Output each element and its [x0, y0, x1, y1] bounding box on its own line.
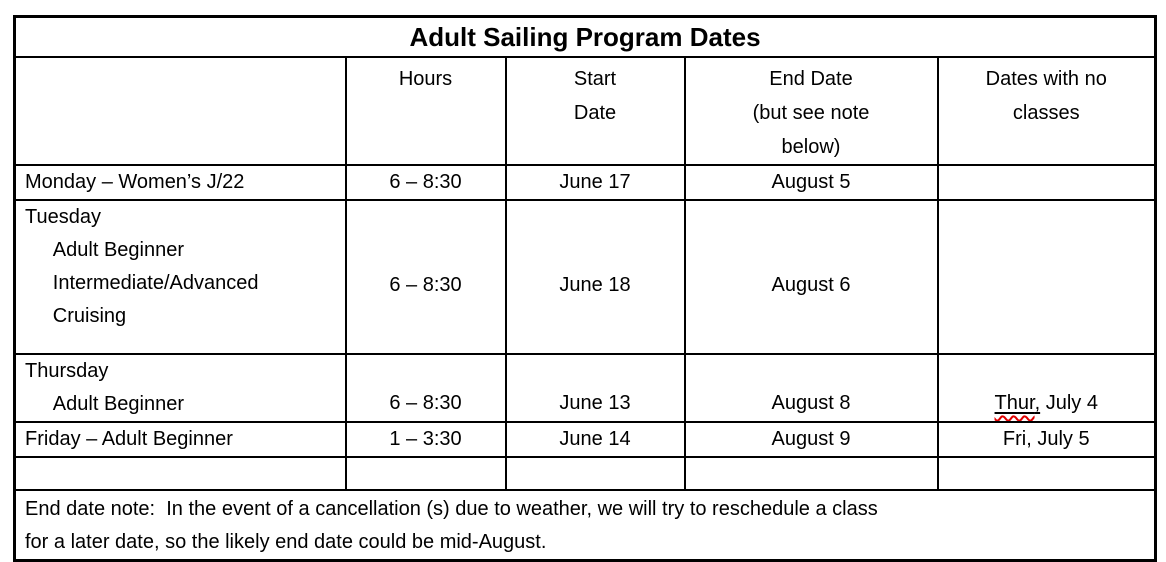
header-start-date: Start Date [504, 56, 686, 166]
cell-program: Monday – Women’s J/22 [13, 164, 347, 201]
cell-end-date: August 6 [683, 199, 939, 355]
header-program [13, 56, 347, 166]
cell-program: Tuesday Adult Beginner Intermediate/Adva… [13, 199, 347, 355]
underlined-text: Thur, [995, 392, 1041, 414]
cell-end-date: August 9 [683, 421, 939, 458]
cell-hours: 6 – 8:30 [344, 199, 507, 355]
underlined-comma: , [1034, 392, 1041, 414]
cell-no-class-dates [936, 199, 1157, 355]
cell-program: Friday – Adult Beginner [13, 421, 347, 458]
sailing-program-table: Adult Sailing Program Dates Hours Start … [13, 15, 1158, 562]
table-row-thursday: Thursday Adult Beginner 6 – 8:30 June 13… [13, 353, 1157, 423]
header-no-class-dates: Dates with no classes [936, 56, 1157, 166]
cell-hours: 1 – 3:30 [344, 421, 507, 458]
cell-no-class-dates [936, 164, 1157, 201]
table-row-monday: Monday – Women’s J/22 6 – 8:30 June 17 A… [13, 164, 1157, 201]
header-row: Hours Start Date End Date (but see note … [13, 56, 1157, 166]
cell-program: Thursday Adult Beginner [13, 353, 347, 423]
cell-start-date: June 13 [504, 353, 686, 423]
table-row-empty [13, 456, 1157, 491]
no-class-date-rest: July 4 [1040, 392, 1098, 414]
note-row: End date note: In the event of a cancell… [13, 489, 1157, 562]
cell-hours [344, 456, 507, 491]
cell-start-date: June 17 [504, 164, 686, 201]
title-row: Adult Sailing Program Dates [13, 15, 1157, 58]
header-end-date: End Date (but see note below) [683, 56, 939, 166]
cell-end-date: August 5 [683, 164, 939, 201]
end-date-note: End date note: In the event of a cancell… [13, 489, 1157, 562]
cell-no-class-dates: Fri, July 5 [936, 421, 1157, 458]
cell-program [13, 456, 347, 491]
table-row-tuesday: Tuesday Adult Beginner Intermediate/Adva… [13, 199, 1157, 355]
cell-no-class-dates [936, 456, 1157, 491]
spellcheck-squiggle-text: Thur [994, 392, 1035, 414]
cell-hours: 6 – 8:30 [344, 164, 507, 201]
cell-start-date: June 14 [504, 421, 686, 458]
cell-hours: 6 – 8:30 [344, 353, 507, 423]
cell-start-date: June 18 [504, 199, 686, 355]
table-title: Adult Sailing Program Dates [13, 15, 1157, 58]
document-page: { "title": "Adult Sailing Program Dates"… [13, 15, 1158, 562]
cell-no-class-dates: Thur, July 4 [936, 353, 1157, 423]
cell-end-date [683, 456, 939, 491]
cell-end-date: August 8 [683, 353, 939, 423]
header-hours: Hours [344, 56, 507, 166]
table-row-friday: Friday – Adult Beginner 1 – 3:30 June 14… [13, 421, 1157, 458]
cell-start-date [504, 456, 686, 491]
